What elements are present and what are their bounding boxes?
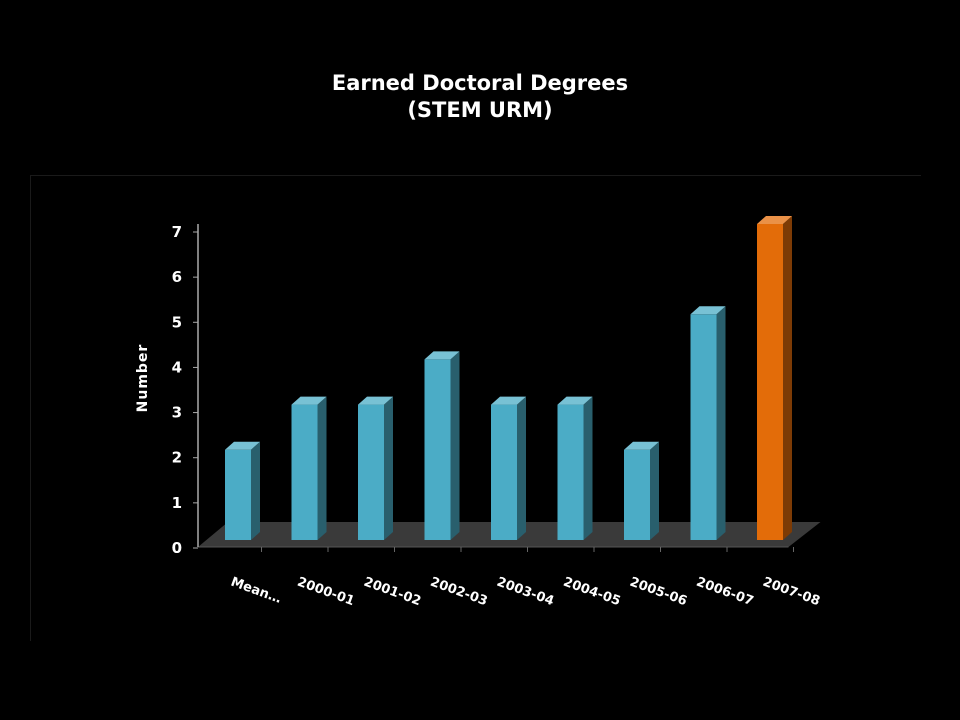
bar-top xyxy=(291,396,327,405)
bar-side xyxy=(783,216,792,540)
y-tick-label: 6 xyxy=(172,268,182,286)
x-tick-label: 2005-06 xyxy=(628,575,689,610)
bar-side xyxy=(317,396,327,540)
y-axis-label: Number xyxy=(135,344,151,413)
bar-top xyxy=(624,441,659,450)
bar-top xyxy=(690,306,726,315)
bar xyxy=(557,404,584,540)
bar xyxy=(225,449,251,540)
bar xyxy=(358,404,384,540)
y-tick-label: 1 xyxy=(172,494,182,512)
x-tick-label: 2006-07 xyxy=(694,575,755,610)
bar xyxy=(624,449,650,540)
bar-top xyxy=(225,441,260,450)
bar-top xyxy=(491,396,526,405)
bar-top xyxy=(358,396,393,405)
bar-side xyxy=(583,396,593,540)
bar-side xyxy=(450,351,460,540)
x-tick-label: 2002-03 xyxy=(428,575,489,610)
y-tick-label: 4 xyxy=(172,358,182,376)
bar-side xyxy=(384,396,393,540)
x-tick-label: 2007-08 xyxy=(761,575,822,610)
bar xyxy=(291,404,318,540)
bar xyxy=(424,359,451,540)
bar xyxy=(690,314,717,540)
x-tick-label: Mean… xyxy=(229,575,284,607)
bar-top xyxy=(757,216,792,224)
chart-frame xyxy=(30,175,921,641)
y-tick-label: 5 xyxy=(172,313,182,331)
bar xyxy=(491,404,517,540)
x-tick-label: 2003-04 xyxy=(495,575,556,610)
chart-title: Earned Doctoral Degrees xyxy=(331,71,629,95)
bar-side xyxy=(716,306,726,540)
x-tick-label: 2000-01 xyxy=(295,575,356,610)
y-tick-label: 3 xyxy=(172,404,182,422)
bar-side xyxy=(650,441,659,540)
bar-top xyxy=(557,396,593,405)
chart-subtitle: (STEM URM) xyxy=(407,98,553,122)
y-tick-label: 2 xyxy=(172,449,182,467)
bar-top xyxy=(424,351,460,360)
y-tick-label: 7 xyxy=(172,223,182,241)
x-tick-label: 2004-05 xyxy=(561,575,622,610)
bar xyxy=(757,224,783,540)
bar-side xyxy=(517,396,526,540)
bar-side xyxy=(251,441,260,540)
y-tick-label: 0 xyxy=(172,539,182,557)
x-tick-label: 2001-02 xyxy=(362,575,423,610)
